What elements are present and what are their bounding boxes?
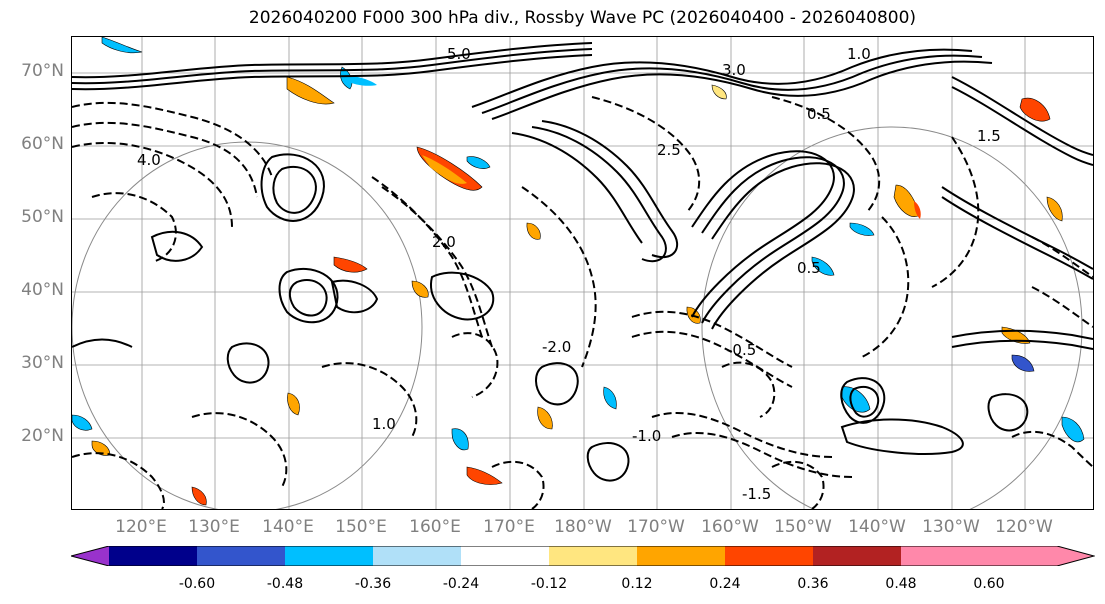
contour-label: 1.0 bbox=[372, 415, 396, 433]
colorbar-tick: -0.24 bbox=[442, 576, 480, 592]
lon-label-140e: 140°E bbox=[262, 517, 314, 537]
lon-label-170w: 170°W bbox=[627, 517, 685, 537]
colorbar-tick: 0.36 bbox=[797, 576, 829, 592]
colorbar-extend-low bbox=[71, 546, 109, 566]
colorbar-tick: -0.36 bbox=[354, 576, 392, 592]
lon-label-130e: 130°E bbox=[188, 517, 240, 537]
lon-label-160e: 160°E bbox=[409, 517, 461, 537]
contour-label: 1.0 bbox=[847, 45, 871, 63]
lat-label-20n: 20°N bbox=[21, 426, 64, 446]
colorbar bbox=[71, 546, 1095, 566]
colorbar-segment bbox=[637, 546, 725, 566]
colorbar-tick: 0.24 bbox=[709, 576, 741, 592]
lon-label-150e: 150°E bbox=[335, 517, 387, 537]
colorbar-segment bbox=[549, 546, 637, 566]
lat-label-40n: 40°N bbox=[21, 280, 64, 300]
contour-label: 2.0 bbox=[432, 233, 456, 251]
lon-label-170e: 170°E bbox=[483, 517, 535, 537]
colorbar-segment bbox=[725, 546, 813, 566]
contour-label: 0.5 bbox=[797, 259, 821, 277]
colorbar-segment bbox=[373, 546, 461, 566]
lat-label-70n: 70°N bbox=[21, 61, 64, 81]
lat-label-50n: 50°N bbox=[21, 207, 64, 227]
graticule bbox=[72, 37, 1093, 509]
contour-label: 3.0 bbox=[722, 61, 746, 79]
solid-contours bbox=[72, 42, 1093, 482]
lon-label-160w: 160°W bbox=[701, 517, 759, 537]
lon-label-120e: 120°E bbox=[115, 517, 167, 537]
colorbar-segment bbox=[461, 546, 549, 566]
lon-label-150w: 150°W bbox=[774, 517, 832, 537]
contour-label: -2.0 bbox=[542, 338, 571, 356]
colorbar-tick: 0.12 bbox=[621, 576, 653, 592]
contour-label: -0.5 bbox=[727, 341, 756, 359]
divergence-shading bbox=[72, 37, 1085, 506]
lon-label-130w: 130°W bbox=[922, 517, 980, 537]
contour-label: -1.5 bbox=[742, 485, 771, 503]
map-canvas: 5.0 1.0 3.0 0.5 2.5 1.5 4.0 2.0 -0.5 -1.… bbox=[72, 37, 1093, 509]
contour-label: 5.0 bbox=[447, 45, 471, 63]
lat-label-30n: 30°N bbox=[21, 353, 64, 373]
colorbar-segment bbox=[813, 546, 901, 566]
contour-label: 4.0 bbox=[137, 151, 161, 169]
contour-label: 0.5 bbox=[807, 105, 831, 123]
map-title: 2026040200 F000 300 hPa div., Rossby Wav… bbox=[248, 8, 917, 28]
lon-label-120w: 120°W bbox=[995, 517, 1053, 537]
colorbar-tick: -0.60 bbox=[178, 576, 216, 592]
colorbar-tick: -0.48 bbox=[266, 576, 304, 592]
contour-label: 1.5 bbox=[977, 127, 1001, 145]
dashed-contours bbox=[72, 96, 1093, 509]
colorbar-segment bbox=[109, 546, 197, 566]
colorbar-tick: 0.60 bbox=[973, 576, 1005, 592]
colorbar-segment bbox=[285, 546, 373, 566]
lon-label-140w: 140°W bbox=[848, 517, 906, 537]
region-circles bbox=[72, 126, 1083, 509]
colorbar-outline bbox=[71, 546, 1095, 566]
map-frame: 5.0 1.0 3.0 0.5 2.5 1.5 4.0 2.0 -0.5 -1.… bbox=[71, 36, 1094, 510]
colorbar-tick: 0.48 bbox=[885, 576, 917, 592]
colorbar-extend-high bbox=[901, 546, 1094, 566]
lat-label-60n: 60°N bbox=[21, 134, 64, 154]
colorbar-tick: -0.12 bbox=[530, 576, 568, 592]
colorbar-segment bbox=[197, 546, 285, 566]
lon-label-180w: 180°W bbox=[554, 517, 612, 537]
contour-label: -1.0 bbox=[632, 427, 661, 445]
contour-labels: 5.0 1.0 3.0 0.5 2.5 1.5 4.0 2.0 -0.5 -1.… bbox=[137, 45, 1001, 503]
contour-label: 2.5 bbox=[657, 141, 681, 159]
